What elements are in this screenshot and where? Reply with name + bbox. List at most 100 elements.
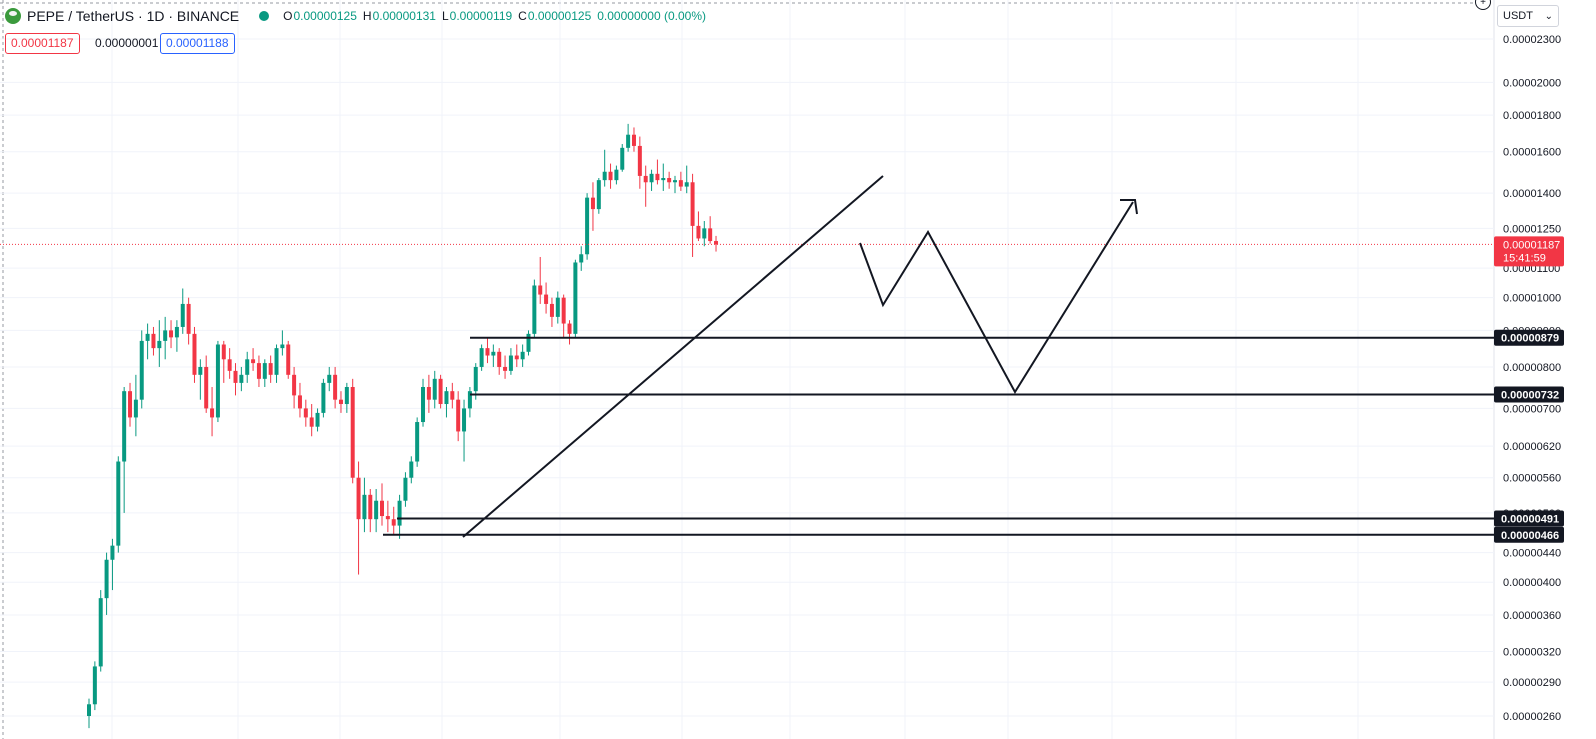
candle-body xyxy=(98,598,103,667)
y-tick-label: 0.00000560 xyxy=(1503,473,1561,485)
price-axis-background xyxy=(1494,0,1596,739)
candle-body xyxy=(438,378,443,405)
ohlc-high-key: H xyxy=(362,9,372,23)
market-status-icon[interactable] xyxy=(259,11,270,21)
candle-body xyxy=(133,399,138,418)
candle-body xyxy=(708,228,713,242)
currency-value: USDT xyxy=(1503,10,1533,22)
candle-body xyxy=(292,374,297,396)
candle-body xyxy=(684,182,689,187)
candle-body xyxy=(415,422,420,462)
candle-body xyxy=(350,387,355,478)
horizontal-level-label: 0.00000491 xyxy=(1501,514,1559,526)
candle-body xyxy=(544,294,549,304)
candle-body xyxy=(585,197,590,255)
horizontal-level-label: 0.00000466 xyxy=(1501,530,1559,542)
candle-body xyxy=(104,559,109,599)
symbol-title[interactable]: PEPE / TetherUS · 1D · BINANCE xyxy=(27,8,240,24)
candle-body xyxy=(344,387,349,405)
candle-body xyxy=(432,378,437,400)
candle-body xyxy=(561,297,566,324)
candle-body xyxy=(532,285,537,334)
y-tick-label: 0.00001600 xyxy=(1503,147,1561,159)
candle-body xyxy=(391,519,396,526)
candle-body xyxy=(491,351,496,356)
y-tick-label: 0.00001800 xyxy=(1503,110,1561,122)
horizontal-level-label: 0.00000732 xyxy=(1501,390,1559,402)
candle-body xyxy=(655,173,660,181)
y-tick-label: 0.00002000 xyxy=(1503,77,1561,89)
spread-value: 0.00000001 xyxy=(95,36,159,50)
sell-quote[interactable]: 0.00001187 xyxy=(5,32,80,54)
candle-body xyxy=(667,178,672,183)
candle-body xyxy=(538,285,543,295)
candle-body xyxy=(268,363,273,375)
candle-body xyxy=(380,500,384,517)
candle-body xyxy=(122,391,127,462)
currency-selector[interactable]: USDT ⌄ xyxy=(1497,5,1559,27)
y-tick-label: 0.00000320 xyxy=(1503,647,1561,659)
candle-body xyxy=(239,374,244,383)
candle-body xyxy=(596,180,601,210)
candle-body xyxy=(462,408,467,432)
candle-body xyxy=(233,370,238,383)
candle-body xyxy=(508,355,513,371)
ohlc-high-value: 0.00000131 xyxy=(372,9,436,23)
candle-body xyxy=(169,330,174,338)
candle-body xyxy=(362,494,367,520)
candle-body xyxy=(321,382,326,413)
candle-body xyxy=(374,500,379,520)
candle-body xyxy=(678,180,683,187)
candle-body xyxy=(315,412,320,427)
candle-body xyxy=(145,333,150,341)
y-tick-label: 0.00000440 xyxy=(1503,548,1561,560)
sell-price[interactable]: 0.00001187 xyxy=(5,32,80,54)
horizontal-level-label-bg xyxy=(1494,526,1564,543)
candle-body xyxy=(333,374,338,400)
candle-body xyxy=(444,391,449,405)
candle-body xyxy=(110,545,115,560)
candle-body xyxy=(573,262,578,334)
candle-body xyxy=(714,241,719,245)
countdown-label: 15:41:59 xyxy=(1503,252,1546,264)
candle-body xyxy=(549,303,554,317)
candle-body xyxy=(262,363,267,379)
horizontal-level-label: 0.00000879 xyxy=(1501,333,1559,345)
last-price-label-bg xyxy=(1494,236,1564,267)
buy-price[interactable]: 0.00001188 xyxy=(160,32,235,54)
candle-body xyxy=(192,333,197,375)
candle-body xyxy=(503,366,508,371)
candle-body xyxy=(356,477,361,520)
candle-body xyxy=(327,374,332,383)
candle-body xyxy=(368,494,373,520)
candle-body xyxy=(221,344,226,360)
candle-body xyxy=(215,344,220,418)
ohlc-open-key: O xyxy=(283,9,293,23)
candle-body xyxy=(485,348,490,356)
candle-body xyxy=(602,171,607,181)
horizontal-level-label-bg xyxy=(1494,510,1564,527)
candle-body xyxy=(467,391,472,409)
candle-body xyxy=(256,363,261,379)
candle-body xyxy=(227,359,232,371)
candle-body xyxy=(204,366,209,409)
candle-body xyxy=(139,340,144,400)
candle-body xyxy=(456,399,461,432)
ohlc-legend: O 0.00000125 H 0.00000131 L 0.00000119 C 0.0… xyxy=(283,9,706,23)
candle-body xyxy=(473,366,478,392)
candle-body xyxy=(245,359,250,375)
candle-body xyxy=(631,134,636,146)
ohlc-open-value: 0.00000125 xyxy=(293,9,357,23)
candle-body xyxy=(116,461,121,546)
y-tick-label: 0.00002300 xyxy=(1503,34,1561,46)
ohlc-close-value: 0.00000125 xyxy=(527,9,592,23)
candle-body xyxy=(338,399,343,405)
buy-quote[interactable]: 0.00001188 xyxy=(160,32,235,54)
candle-body xyxy=(673,180,677,183)
ohlc-change: 0.00000000 (0.00%) xyxy=(597,9,706,23)
y-tick-label: 0.00001400 xyxy=(1503,188,1561,200)
candle-body xyxy=(661,178,666,181)
candle-body xyxy=(579,254,584,263)
candle-body xyxy=(590,197,595,210)
